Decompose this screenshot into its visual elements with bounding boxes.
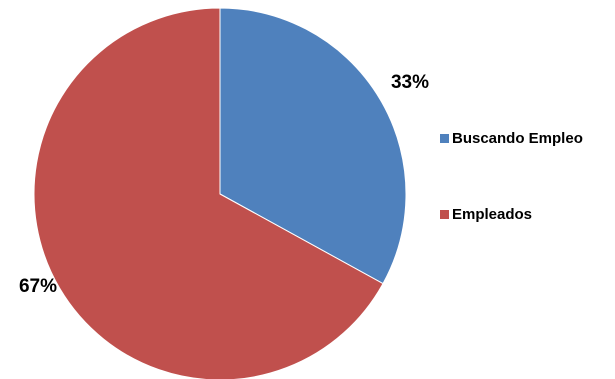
pie-value-label-buscando-empleo: 33%: [391, 72, 429, 93]
pie-slice-empleados: [33, 7, 384, 379]
pie-slice-buscando-empleo: [219, 7, 407, 285]
pie-value-label-empleados: 67%: [19, 276, 57, 297]
pie-slices: [33, 7, 407, 379]
legend: Buscando Empleo Empleados: [440, 128, 583, 280]
legend-label-empleados: Empleados: [452, 205, 533, 223]
legend-swatch-empleados: [440, 209, 449, 219]
legend-label-buscando-empleo: Buscando Empleo: [452, 129, 583, 147]
legend-item-empleados: Empleados: [440, 204, 583, 224]
legend-swatch-buscando-empleo: [440, 133, 449, 143]
legend-item-buscando-empleo: Buscando Empleo: [440, 128, 583, 148]
pie-value-labels: 33% 67%: [19, 72, 429, 297]
